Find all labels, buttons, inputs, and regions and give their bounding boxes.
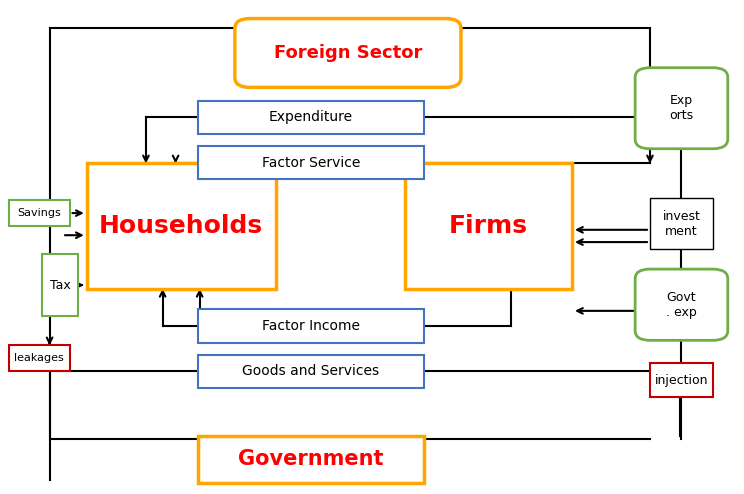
Text: Savings: Savings	[17, 208, 61, 218]
Text: leakages: leakages	[14, 353, 64, 363]
Text: Expenditure: Expenditure	[269, 110, 353, 124]
Text: Government: Government	[238, 450, 384, 469]
Text: Tax: Tax	[50, 279, 71, 291]
Text: Exp
orts: Exp orts	[670, 94, 693, 122]
FancyBboxPatch shape	[198, 436, 424, 483]
Text: invest
ment: invest ment	[662, 209, 700, 238]
FancyBboxPatch shape	[635, 68, 728, 149]
FancyBboxPatch shape	[635, 269, 728, 340]
FancyBboxPatch shape	[86, 164, 275, 289]
FancyBboxPatch shape	[405, 164, 572, 289]
Text: Factor Income: Factor Income	[262, 319, 360, 333]
FancyBboxPatch shape	[198, 355, 424, 388]
FancyBboxPatch shape	[198, 309, 424, 343]
FancyBboxPatch shape	[9, 345, 70, 371]
Text: injection: injection	[655, 373, 708, 387]
Text: Households: Households	[99, 214, 263, 238]
Text: Foreign Sector: Foreign Sector	[274, 44, 422, 62]
Text: Goods and Services: Goods and Services	[243, 364, 379, 378]
FancyBboxPatch shape	[9, 201, 70, 226]
FancyBboxPatch shape	[650, 198, 713, 249]
FancyBboxPatch shape	[198, 146, 424, 179]
FancyBboxPatch shape	[650, 364, 713, 397]
FancyBboxPatch shape	[235, 19, 461, 87]
Text: Govt
. exp: Govt . exp	[666, 290, 697, 319]
FancyBboxPatch shape	[42, 254, 77, 316]
Text: Firms: Firms	[449, 214, 528, 238]
Text: Factor Service: Factor Service	[262, 156, 360, 169]
FancyBboxPatch shape	[198, 101, 424, 134]
